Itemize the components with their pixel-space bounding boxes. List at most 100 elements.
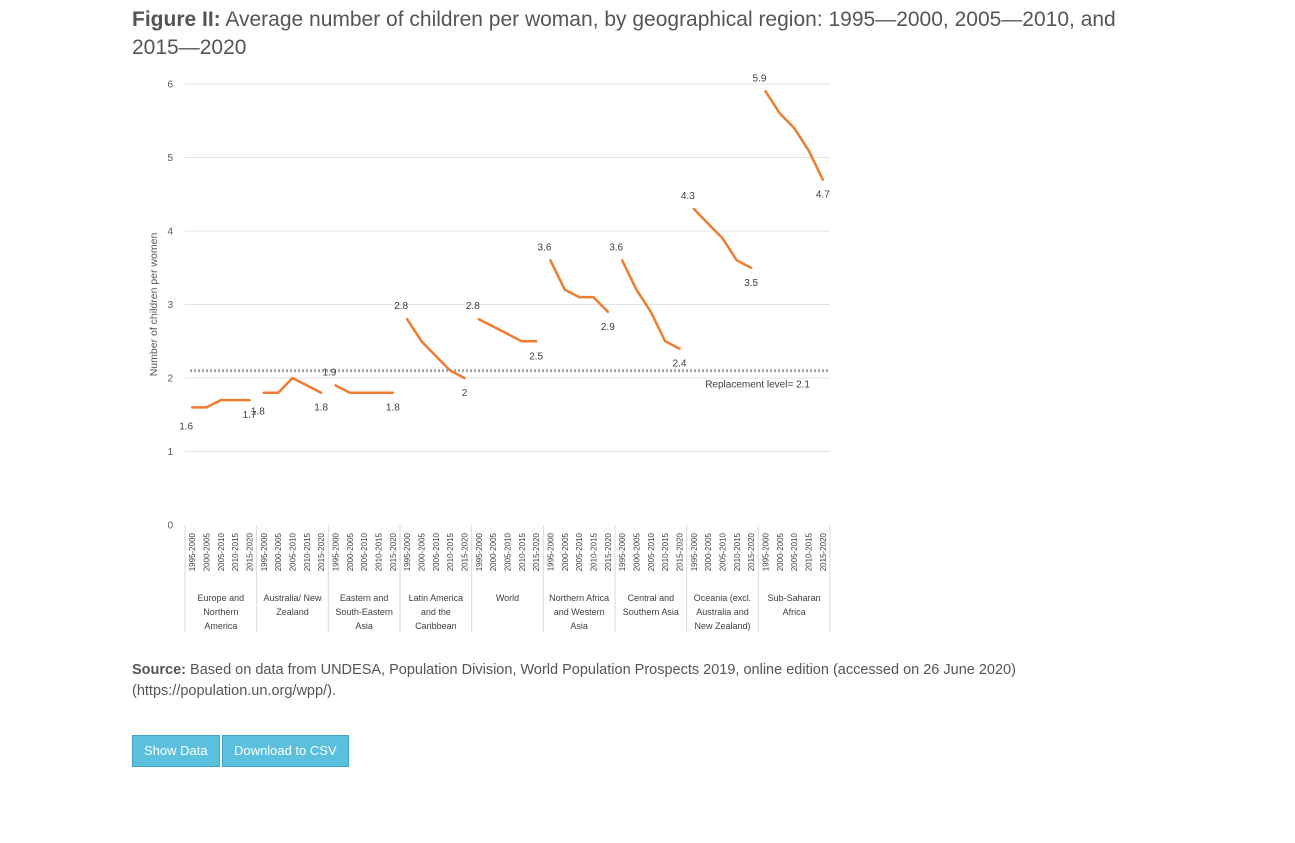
series-line xyxy=(549,259,610,314)
source-note: Source: Based on data from UNDESA, Popul… xyxy=(132,660,1132,702)
period-tick-label: 2000-2005 xyxy=(489,532,498,571)
data-label: 1.7 xyxy=(243,410,257,421)
period-tick-label: 2015-2020 xyxy=(532,532,541,571)
period-tick-label: 2000-2005 xyxy=(704,532,713,571)
period-tick-label: 2005-2010 xyxy=(217,532,226,571)
period-tick-label: 2005-2010 xyxy=(719,532,728,571)
group-label: Eastern and xyxy=(340,593,389,603)
period-tick-label: 2000-2005 xyxy=(203,532,212,571)
y-tick-label: 2 xyxy=(167,374,173,385)
period-tick-label: 2010-2015 xyxy=(518,532,527,571)
group-label: Latin America xyxy=(409,593,464,603)
group-label: Central and xyxy=(628,593,675,603)
group-label: Oceania (excl. xyxy=(694,593,752,603)
period-tick-label: 2005-2010 xyxy=(575,532,584,571)
group-label: Australia and xyxy=(696,607,749,617)
data-label: 3.5 xyxy=(744,278,758,289)
fertility-line-chart: 0 1 2 3 4 5 6 Number of children per women 1995-… xyxy=(148,73,831,632)
y-tick-label: 6 xyxy=(167,80,173,91)
period-tick-label: 1995-2000 xyxy=(188,532,197,571)
period-tick-label: 2000-2005 xyxy=(346,532,355,571)
series-line xyxy=(620,259,681,350)
group-label: Asia xyxy=(570,621,588,631)
period-tick-label: 2015-2020 xyxy=(389,532,398,571)
source-lead: Source: xyxy=(132,662,186,678)
series-line xyxy=(477,317,538,343)
figure-title-lead: Figure II: xyxy=(132,8,221,31)
data-label: 1.6 xyxy=(179,421,193,432)
y-tick-label: 3 xyxy=(167,300,173,311)
group-label: Zealand xyxy=(276,607,309,617)
show-data-button[interactable]: Show Data xyxy=(132,735,220,767)
group-label: Southern Asia xyxy=(623,607,679,617)
period-tick-label: 2000-2005 xyxy=(274,532,283,571)
period-tick-label: 2005-2010 xyxy=(289,532,298,571)
download-csv-button[interactable]: Download to CSV xyxy=(222,735,349,767)
data-label: 1.8 xyxy=(251,407,265,418)
group-label: South-Eastern xyxy=(335,607,393,617)
period-tick-label: 2015-2020 xyxy=(676,532,685,571)
period-tick-label: 2005-2010 xyxy=(790,532,799,571)
series-line xyxy=(405,317,466,380)
period-tick-label: 1995-2000 xyxy=(475,532,484,571)
data-label: 4.7 xyxy=(816,190,830,201)
data-label: 2.5 xyxy=(529,351,543,362)
period-tick-label: 2010-2015 xyxy=(661,532,670,571)
period-tick-label: 2015-2020 xyxy=(246,532,255,571)
group-label: Australia/ New xyxy=(263,593,322,603)
group-label: Northern Africa xyxy=(549,593,609,603)
y-tick-label: 4 xyxy=(167,227,173,238)
period-tick-label: 2010-2015 xyxy=(303,532,312,571)
data-label: 1.8 xyxy=(314,403,328,414)
period-tick-label: 2015-2020 xyxy=(819,532,828,571)
period-tick-label: 2015-2020 xyxy=(317,532,326,571)
data-label: 4.3 xyxy=(681,191,695,202)
group-label: and the xyxy=(421,607,451,617)
period-tick-label: 2010-2015 xyxy=(590,532,599,571)
period-tick-label: 2000-2005 xyxy=(418,532,427,571)
period-tick-label: 1995-2000 xyxy=(618,532,627,571)
group-label: New Zealand) xyxy=(694,621,750,631)
period-tick-label: 1995-2000 xyxy=(547,532,556,571)
y-tick-label: 0 xyxy=(167,521,173,532)
data-label: 2.9 xyxy=(601,322,615,333)
period-tick-label: 2000-2005 xyxy=(633,532,642,571)
data-label: 2.8 xyxy=(466,301,480,312)
data-label: 1.8 xyxy=(386,403,400,414)
data-label: 3.6 xyxy=(609,242,623,253)
period-tick-label: 1995-2000 xyxy=(690,532,699,571)
period-tick-label: 2000-2005 xyxy=(561,532,570,571)
group-label: Asia xyxy=(355,621,373,631)
data-label: 1.9 xyxy=(323,367,337,378)
group-label: Northern xyxy=(203,607,238,617)
period-tick-label: 2010-2015 xyxy=(446,532,455,571)
period-tick-label: 1995-2000 xyxy=(332,532,341,571)
data-label: 2 xyxy=(462,388,468,399)
period-tick-label: 2010-2015 xyxy=(805,532,814,571)
data-label: 2.8 xyxy=(394,301,408,312)
data-label: 2.4 xyxy=(673,359,687,370)
group-label: America xyxy=(204,621,237,631)
series-line xyxy=(334,384,395,394)
source-text: Based on data from UNDESA, Population Di… xyxy=(132,662,1016,699)
period-tick-label: 2005-2010 xyxy=(647,532,656,571)
group-label: Africa xyxy=(783,607,806,617)
period-tick-label: 2005-2010 xyxy=(432,532,441,571)
group-label: Caribbean xyxy=(415,621,457,631)
series-line xyxy=(764,90,825,181)
period-tick-label: 1995-2000 xyxy=(762,532,771,571)
period-tick-label: 1995-2000 xyxy=(260,532,269,571)
period-tick-label: 2015-2020 xyxy=(604,532,613,571)
replacement-level-label: Replacement level= 2.1 xyxy=(705,380,810,391)
series-line xyxy=(190,398,251,409)
group-label: Sub-Saharan xyxy=(768,593,821,603)
group-label: World xyxy=(496,593,519,603)
period-tick-label: 2005-2010 xyxy=(504,532,513,571)
period-tick-label: 2010-2015 xyxy=(231,532,240,571)
y-axis-label: Number of children per women xyxy=(148,233,160,377)
period-tick-label: 1995-2000 xyxy=(403,532,412,571)
period-tick-label: 2015-2020 xyxy=(747,532,756,571)
series-line xyxy=(692,207,753,270)
group-label: Europe and xyxy=(198,593,245,603)
period-tick-label: 2000-2005 xyxy=(776,532,785,571)
